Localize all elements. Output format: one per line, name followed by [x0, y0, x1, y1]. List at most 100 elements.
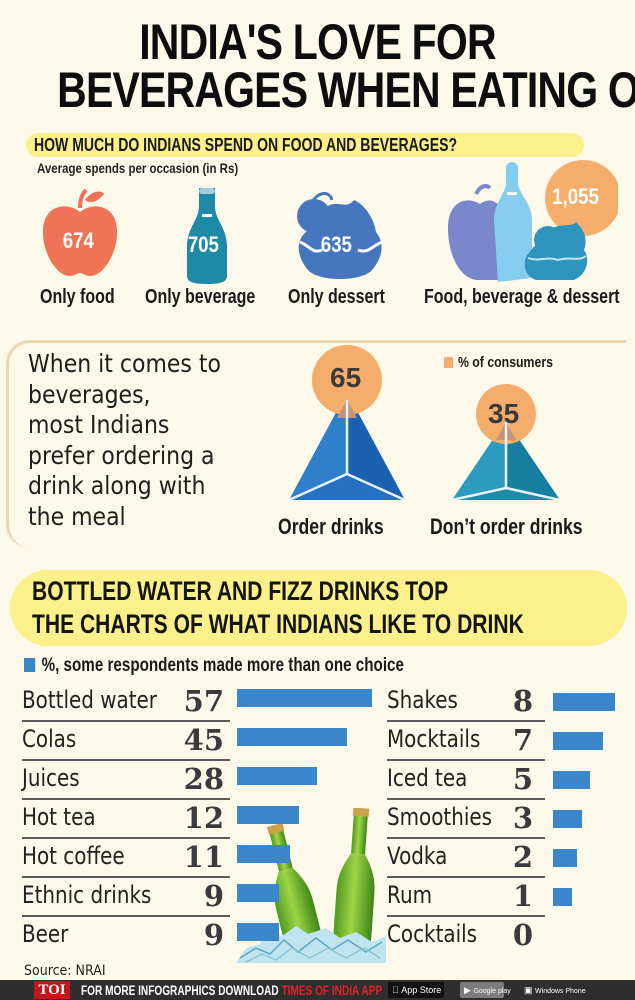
drink-row: Hot coffee 11	[22, 839, 230, 878]
row-divider	[387, 759, 545, 761]
row-divider	[22, 759, 230, 761]
drink-label: Bottled water	[22, 686, 158, 714]
drink-row: Ethnic drinks 9	[22, 878, 230, 917]
title-line-1: INDIA'S LOVE FOR	[139, 14, 496, 70]
drink-value: 9	[203, 918, 224, 952]
legend-swatch	[24, 658, 36, 672]
drink-value: 3	[512, 801, 533, 835]
drinks-legend: %, some respondents made more than one c…	[24, 655, 404, 677]
row-divider	[387, 876, 545, 878]
windows-phone-badge[interactable]: ▣ Windows Phone	[520, 982, 586, 998]
drink-label: Cocktails	[387, 920, 478, 948]
drink-bar	[553, 732, 603, 750]
footer-banner: TOI FOR MORE INFOGRAPHICS DOWNLOAD TIMES…	[0, 980, 635, 1000]
row-divider	[387, 798, 545, 800]
drink-row: Cocktails 0	[387, 917, 545, 956]
google-play-badge[interactable]: ▶ Google play	[460, 982, 511, 998]
spending-subheading: Average spends per occasion (in Rs)	[37, 160, 239, 176]
row-divider	[22, 915, 230, 917]
drink-label: Shakes	[387, 686, 458, 714]
drink-label: Vodka	[387, 842, 448, 870]
drink-bar	[237, 689, 372, 707]
drink-bar	[237, 923, 279, 941]
drinks-heading: BOTTLED WATER AND FIZZ DRINKS TOP THE CH…	[10, 570, 627, 646]
play-icon: ▶	[464, 985, 471, 995]
app-store-badge[interactable]:  App Store	[388, 982, 444, 998]
drink-label: Beer	[22, 920, 69, 948]
spend-value-all: 1,055	[552, 184, 599, 209]
label-order-drinks: Order drinks	[278, 514, 384, 539]
drink-value: 7	[512, 723, 533, 757]
drink-value: 8	[512, 684, 533, 718]
drink-row: Iced tea 5	[387, 761, 545, 800]
drink-bar	[237, 728, 347, 746]
value-order-drinks: 65	[330, 362, 362, 393]
drink-bar	[237, 767, 317, 785]
spend-label-dessert: Only dessert	[288, 286, 385, 308]
label-dont-order-drinks: Don’t order drinks	[430, 514, 583, 539]
drink-bar	[553, 810, 582, 828]
drink-bar	[237, 845, 290, 863]
legend-swatch	[444, 357, 454, 368]
row-divider	[22, 720, 230, 722]
drink-row: Colas 45	[22, 722, 230, 761]
spend-value-beverage: 705	[187, 232, 219, 257]
source-note: Source: NRAI	[24, 963, 106, 979]
row-divider	[22, 837, 230, 839]
value-dont-order-drinks: 35	[488, 398, 520, 429]
drink-bar	[237, 806, 299, 824]
drink-value: 12	[183, 801, 224, 835]
spending-heading: HOW MUCH DO INDIANS SPEND ON FOOD AND BE…	[26, 133, 585, 157]
drink-label: Rum	[387, 881, 432, 909]
row-divider	[387, 720, 545, 722]
drink-bar	[553, 771, 590, 789]
drink-row: Smoothies 3	[387, 800, 545, 839]
drink-label: Smoothies	[387, 803, 493, 831]
footer-promo-text: FOR MORE INFOGRAPHICS DOWNLOAD TIMES OF …	[81, 982, 383, 998]
drink-label: Colas	[22, 725, 77, 753]
drink-row: Juices 28	[22, 761, 230, 800]
spend-label-all: Food, beverage & dessert	[424, 286, 620, 308]
ordering-legend: % of consumers	[444, 354, 553, 371]
drink-row: Rum 1	[387, 878, 545, 917]
row-divider	[22, 798, 230, 800]
drink-row: Vodka 2	[387, 839, 545, 878]
drink-label: Mocktails	[387, 725, 481, 753]
bottle-icon	[187, 188, 227, 284]
drink-row: Mocktails 7	[387, 722, 545, 761]
toi-logo[interactable]: TOI	[34, 981, 70, 999]
page-title: INDIA'S LOVE FOR BEVERAGES WHEN EATING O…	[57, 14, 635, 118]
drink-bar	[237, 884, 279, 902]
ordering-panel	[6, 340, 626, 548]
drink-label: Iced tea	[387, 764, 468, 792]
drink-value: 28	[183, 762, 224, 796]
row-divider	[387, 915, 545, 917]
combo-food-icon	[448, 160, 618, 282]
drink-label: Juices	[22, 764, 80, 792]
drink-row: Bottled water 57	[22, 683, 230, 722]
pyramid-dont-order-drinks	[451, 384, 561, 502]
footer-app-link[interactable]: TIMES OF INDIA APP	[281, 982, 383, 998]
drink-value: 11	[183, 840, 224, 874]
drink-bar	[553, 849, 577, 867]
drink-bar	[553, 888, 572, 906]
drink-bar	[553, 693, 615, 711]
title-line-2: BEVERAGES WHEN EATING OUT	[57, 62, 635, 118]
spend-label-beverage: Only beverage	[145, 286, 256, 308]
row-divider	[387, 837, 545, 839]
row-divider	[22, 876, 230, 878]
drink-label: Ethnic drinks	[22, 881, 152, 909]
drink-value: 2	[512, 840, 533, 874]
pyramid-order-drinks	[288, 345, 406, 502]
drink-value: 9	[203, 879, 224, 913]
drink-value: 57	[183, 684, 224, 718]
spend-value-food: 674	[62, 228, 94, 253]
apple-icon	[42, 188, 118, 276]
drink-value: 0	[512, 918, 533, 952]
windows-icon: ▣	[524, 985, 533, 995]
drink-label: Hot tea	[22, 803, 96, 831]
apple-icon: 	[392, 985, 399, 995]
drink-value: 5	[512, 762, 533, 796]
drink-value: 45	[183, 723, 224, 757]
drink-label: Hot coffee	[22, 842, 125, 870]
